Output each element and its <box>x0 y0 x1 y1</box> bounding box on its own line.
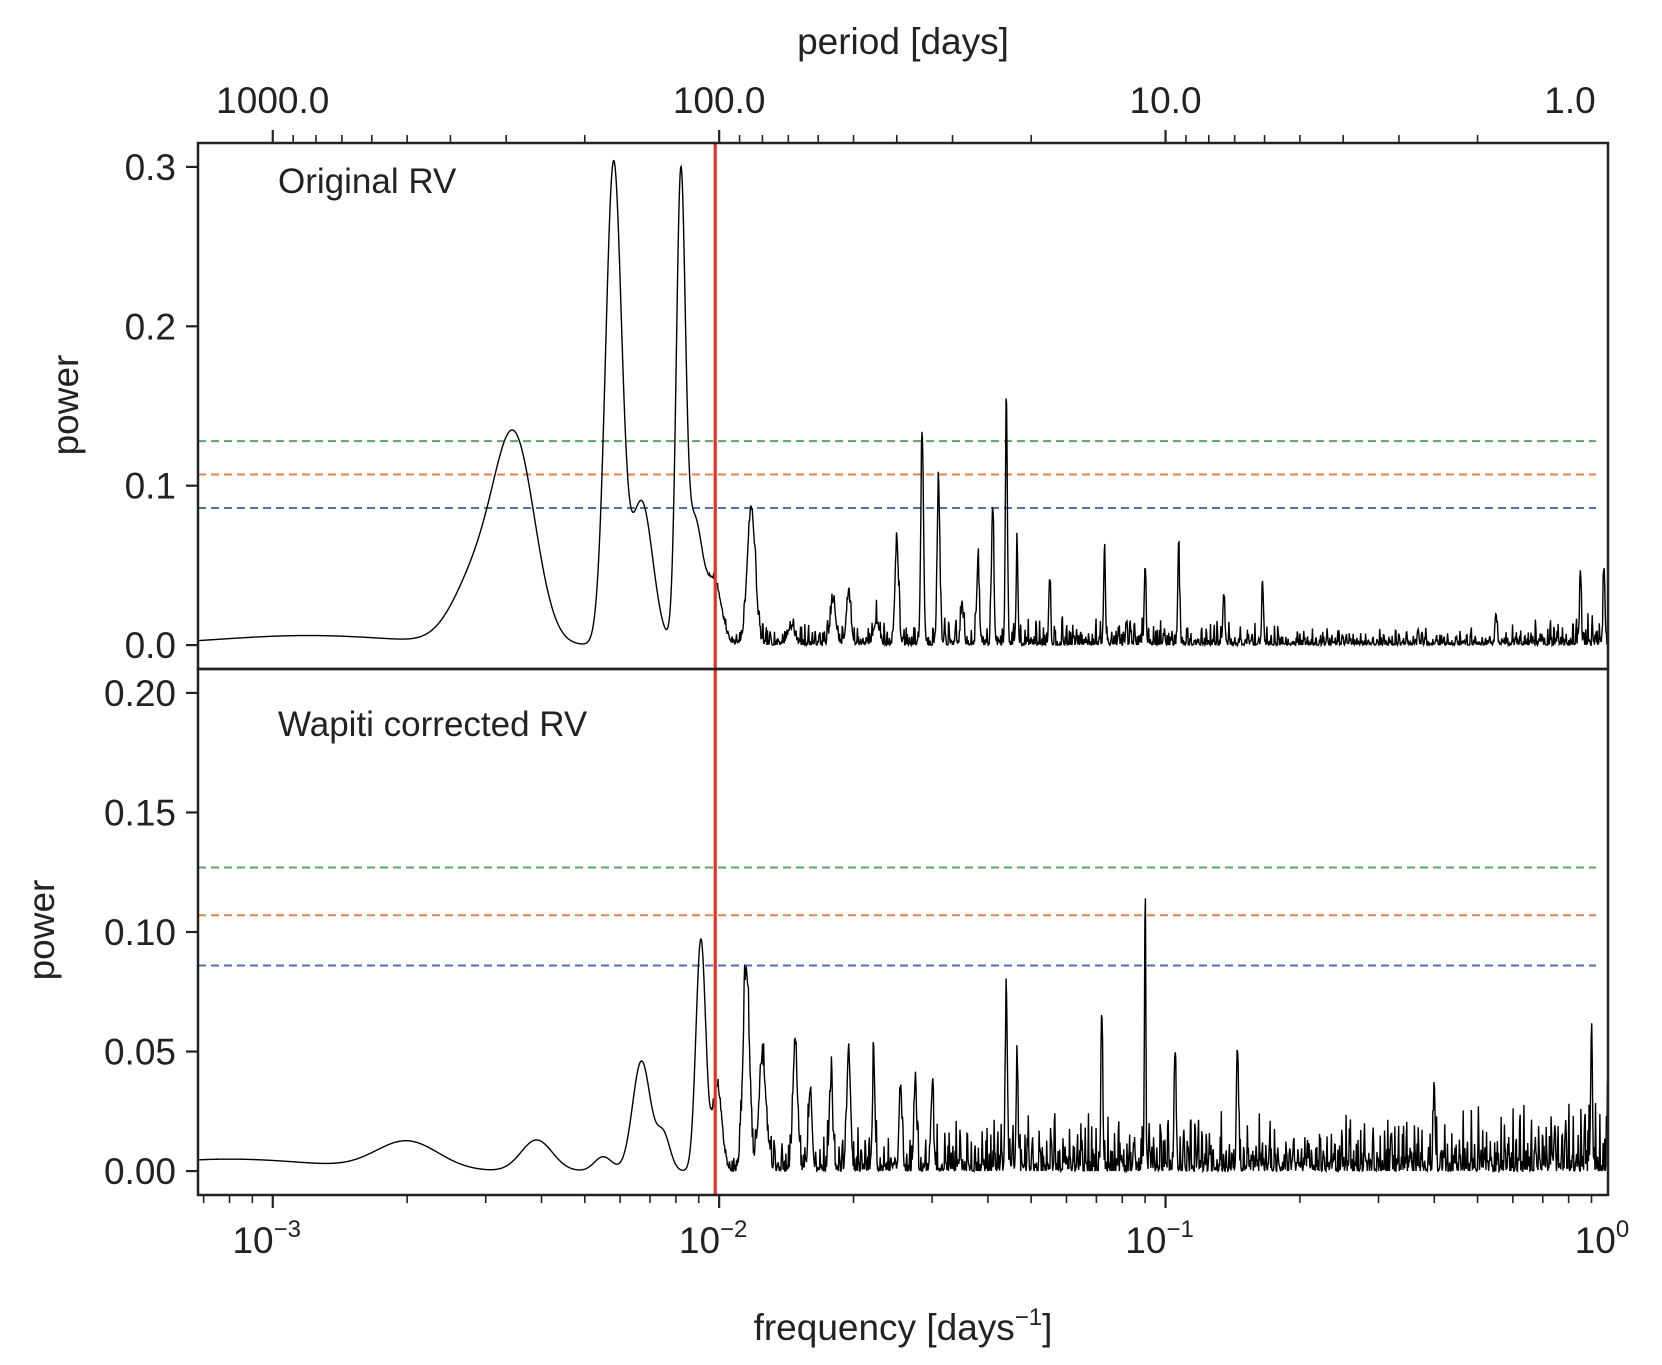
panel-annotation-original: Original RV <box>278 162 457 201</box>
y-tick-label: 0.10 <box>104 912 176 953</box>
y-tick-label: 0.05 <box>104 1032 176 1073</box>
x-axis-label: frequency [days−1] <box>754 1304 1053 1348</box>
x-tick-label: 10−1 <box>1125 1216 1194 1261</box>
top-axis-label: period [days] <box>797 21 1009 62</box>
x-tick-label: 10−3 <box>232 1216 301 1261</box>
top-tick-label: 100.0 <box>673 80 766 121</box>
bottom-panel-frame <box>196 667 1610 1197</box>
panel-annotation-wapiti: Wapiti corrected RV <box>278 705 588 744</box>
panel-wapiti-corrected-rv: 0.00 0.05 0.10 0.15 0.20 Wapiti corrected RV… <box>21 673 1608 1192</box>
y-tick-label: 0.1 <box>125 466 176 507</box>
y-tick-label: 0.15 <box>104 792 176 833</box>
top-axis-ticks: 1000.0 100.0 10.0 1.0 <box>216 80 1596 143</box>
y-tick-label: 0.20 <box>104 673 176 714</box>
top-tick-label: 10.0 <box>1130 80 1202 121</box>
y-axis-label-top: power <box>45 355 86 456</box>
y-tick-label: 0.0 <box>125 625 176 666</box>
panel-original-rv: 0.0 0.1 0.2 0.3 Original RV power <box>45 147 1608 666</box>
x-axis-ticks: 10−3 10−2 10−1 100 <box>202 1195 1630 1261</box>
periodogram-series-wapiti <box>198 898 1608 1174</box>
y-tick-label: 0.3 <box>125 147 176 188</box>
top-tick-label: 1.0 <box>1544 80 1595 121</box>
top-tick-label: 1000.0 <box>216 80 329 121</box>
x-tick-label: 10−2 <box>679 1216 748 1261</box>
top-panel-frame <box>196 141 1610 671</box>
y-tick-label: 0.00 <box>104 1151 176 1192</box>
x-tick-label: 100 <box>1575 1216 1630 1261</box>
y-tick-label: 0.2 <box>125 306 176 347</box>
periodogram-series-original <box>198 159 1608 648</box>
y-axis-label-bottom: power <box>21 880 62 981</box>
